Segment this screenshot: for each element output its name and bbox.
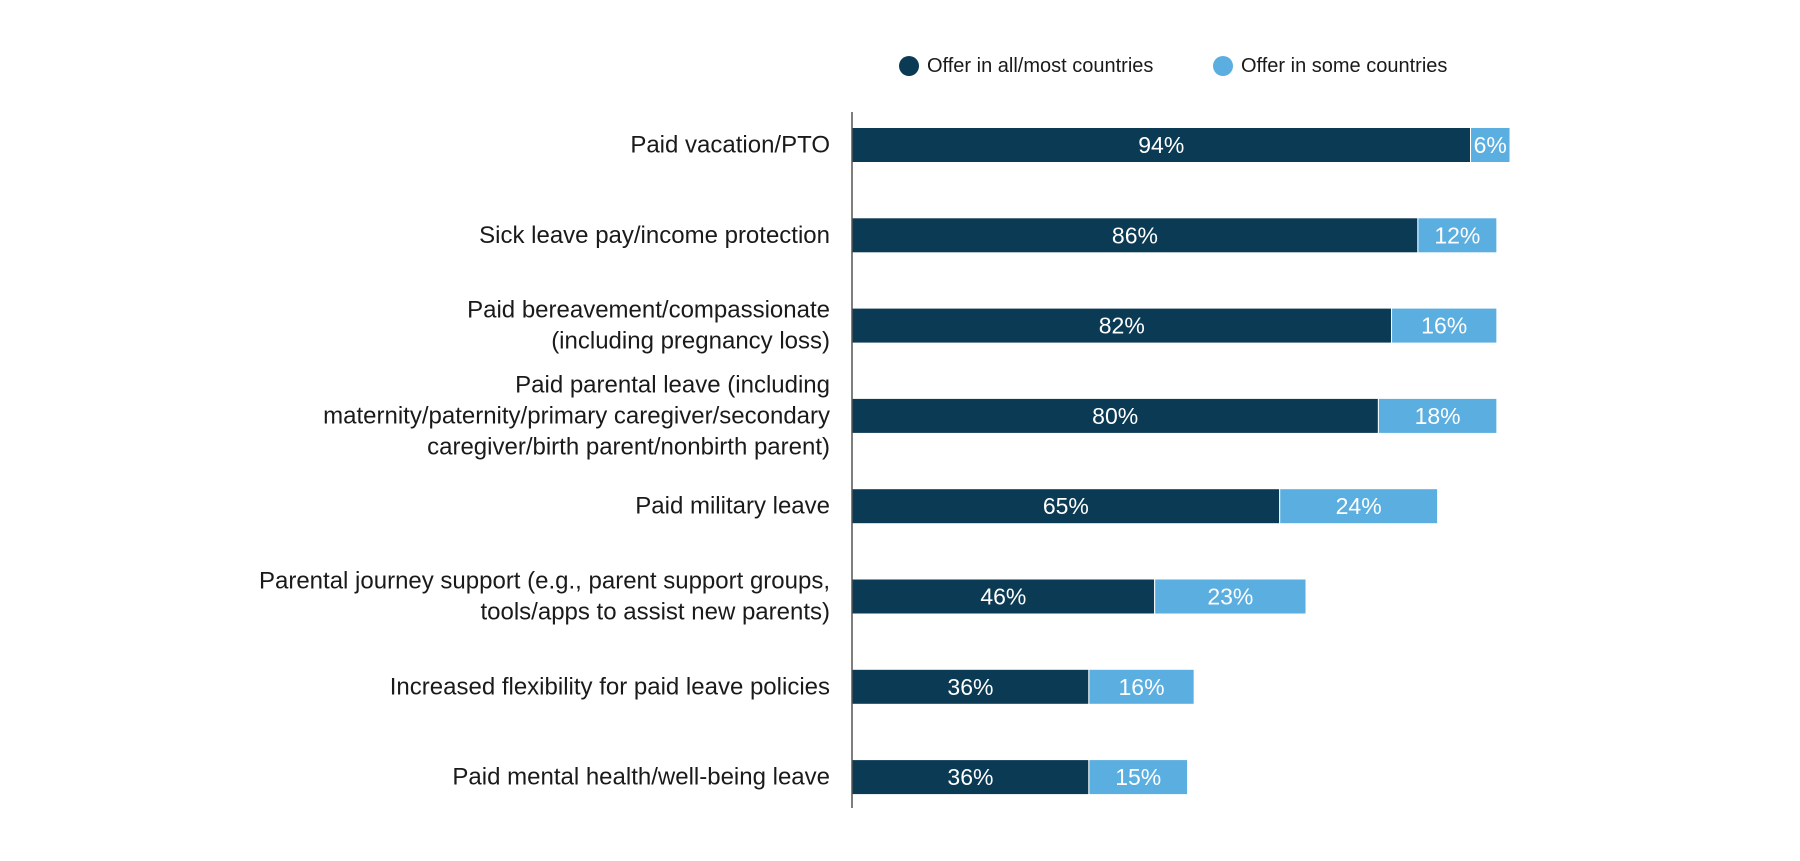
category-label: Parental journey support (e.g., parent s… [259,568,830,595]
data-label: 18% [1415,403,1461,429]
category-label: Increased flexibility for paid leave pol… [390,673,830,700]
legend-marker-all-most [899,56,919,76]
bar-segment-some [1470,127,1511,163]
legend-label: Offer in some countries [1241,55,1447,77]
bar-segment-some [1377,397,1498,434]
bar-segment-some [1154,578,1307,615]
bar-segment-some [1088,668,1195,705]
data-label: 86% [1112,222,1158,248]
data-label: 82% [1099,313,1145,339]
legend-marker-some [1213,56,1233,76]
category-label: Sick leave pay/income protection [479,222,830,249]
data-label: 16% [1421,313,1467,339]
data-label: 65% [1043,493,1089,519]
category-label: Paid military leave [635,493,830,520]
data-label: 23% [1207,584,1253,610]
bar-segment-all-most [851,668,1090,705]
category-label: maternity/paternity/primary caregiver/se… [323,402,830,429]
data-label: 16% [1118,674,1164,700]
category-label: Paid bereavement/compassionate [467,297,830,324]
data-label: 6% [1474,132,1507,158]
bar-segment-some [1391,307,1498,344]
category-label: tools/apps to assist new parents) [480,599,830,626]
category-label: (including pregnancy loss) [551,328,830,355]
bar-segment-some [1417,217,1498,254]
legend: Offer in all/most countries Offer in some… [899,55,1447,77]
category-label: Paid vacation/PTO [630,132,830,159]
data-label: 36% [947,674,993,700]
bar-segment-all-most [851,307,1393,344]
category-label: Paid parental leave (including [515,371,830,398]
data-label: 36% [947,764,993,790]
bar-segment-some [1088,759,1189,796]
bar-segment-some [1279,488,1439,525]
data-label: 15% [1115,764,1161,790]
bar-segment-all-most [851,397,1379,434]
legend-label: Offer in all/most countries [927,55,1153,77]
category-labels: Paid vacation/PTO Sick leave pay/income p… [259,132,830,791]
category-label: Paid mental health/well-being leave [452,764,830,791]
data-label: 94% [1138,132,1184,158]
category-label: caregiver/birth parent/nonbirth parent) [427,433,830,460]
data-label: 24% [1336,493,1382,519]
data-label: 46% [980,584,1026,610]
bars-group: 94% 6% 86% 12% 82% 16% 80% 18% 65% 24% 46% 23% 36% 16… [851,127,1511,796]
bar-segment-all-most [851,127,1472,163]
bar-segment-all-most [851,217,1419,254]
data-label: 12% [1434,222,1480,248]
data-label: 80% [1092,403,1138,429]
